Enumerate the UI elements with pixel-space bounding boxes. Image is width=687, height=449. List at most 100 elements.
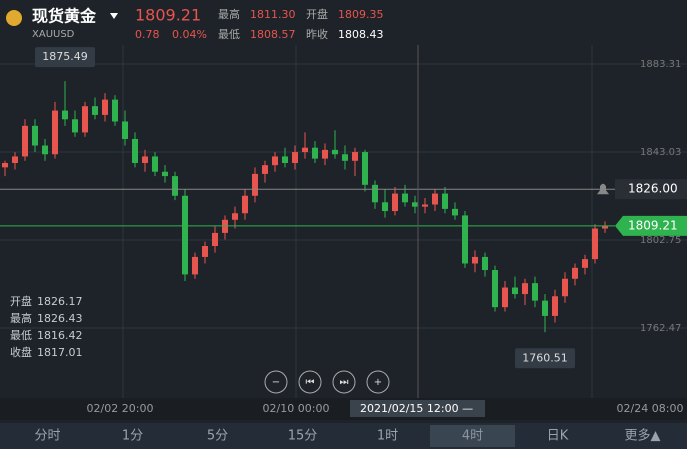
candle-body	[32, 125, 38, 146]
candle-body	[532, 283, 538, 301]
control-button[interactable]	[332, 370, 356, 394]
candle-body	[22, 125, 28, 157]
candle-body	[442, 193, 448, 209]
candle-body	[422, 204, 428, 207]
stat-label: 开盘	[306, 7, 328, 21]
candle-body	[92, 106, 98, 115]
tab[interactable]: 分时	[34, 429, 60, 444]
crosshair-time: 2021/02/15 12:00 —	[360, 402, 473, 415]
candle-body	[472, 256, 478, 264]
candle-body	[602, 225, 608, 229]
ohlc-value: 1817.01	[37, 346, 83, 359]
tab[interactable]: 日K	[547, 429, 569, 444]
ohlc-value: 1816.42	[37, 329, 83, 342]
candle-body	[562, 278, 568, 297]
candle-body	[182, 195, 188, 275]
tab-selected[interactable]	[430, 425, 515, 447]
tab[interactable]: 更多▲	[625, 428, 661, 444]
candle-body	[282, 156, 288, 163]
stat-value: 1811.30	[250, 8, 296, 21]
y-tick-label: 1843.03	[640, 147, 681, 158]
candle-body	[62, 110, 68, 120]
candle-body	[12, 156, 18, 163]
candle-body	[2, 162, 8, 168]
candle-body	[42, 145, 48, 155]
tab[interactable]: 4时	[462, 429, 483, 444]
candle-body	[242, 195, 248, 214]
stat-value: 1809.35	[338, 8, 384, 21]
candle-body	[332, 149, 338, 155]
control-button[interactable]	[264, 370, 288, 394]
candle-body	[412, 202, 418, 207]
control-icon[interactable]: −	[272, 377, 280, 388]
y-tick-label: 1883.31	[640, 59, 681, 70]
candle-body	[392, 193, 398, 212]
x-tick-label: 02/10 00:00	[263, 402, 330, 415]
candle-body	[402, 193, 408, 203]
candle-body	[492, 270, 498, 308]
stat-label: 最低	[218, 28, 240, 41]
tab[interactable]: 5分	[207, 429, 228, 444]
x-tick-label: 02/24 08:00	[617, 402, 684, 415]
candle-body	[292, 152, 298, 163]
candle-body	[112, 99, 118, 122]
candle-body	[272, 156, 278, 166]
stat-label: 昨收	[306, 27, 328, 41]
candle-body	[52, 110, 58, 155]
stat-value: 1808.43	[338, 28, 384, 41]
dropdown[interactable]	[110, 13, 118, 19]
ohlc-value: 1826.17	[37, 295, 83, 308]
candle-body	[542, 300, 548, 316]
candle-body	[432, 193, 438, 205]
candle-body	[502, 287, 508, 308]
ohlc-label: 开盘	[10, 294, 32, 308]
candle-body	[72, 119, 78, 133]
tab-bar	[0, 423, 687, 449]
candle-body	[262, 165, 268, 174]
y-tick-label: 1802.75	[640, 235, 681, 246]
extreme-bubble	[35, 47, 95, 68]
extreme-value: 1875.49	[42, 50, 88, 63]
candle-body	[322, 149, 328, 159]
change-pct: 0.04%	[172, 28, 207, 41]
alert-value: 1826.00	[628, 182, 678, 196]
time-axis	[0, 398, 687, 420]
y-tick-label: 1762.47	[640, 323, 681, 334]
bell-icon[interactable]	[597, 183, 609, 195]
candle-body	[302, 147, 308, 153]
candle-body	[212, 232, 218, 247]
candle-body	[582, 259, 588, 268]
ohlc-value: 1826.43	[37, 312, 83, 325]
stat-value: 1808.57	[250, 28, 296, 41]
price: 1809.21	[135, 6, 201, 25]
tab[interactable]: 15分	[288, 429, 318, 444]
candle-body	[342, 154, 348, 161]
candle-body	[572, 267, 578, 279]
crosshair-time-box	[350, 400, 485, 417]
ohlc-label: 最高	[10, 311, 32, 325]
candle-body	[162, 171, 168, 177]
control-button[interactable]	[298, 370, 322, 394]
control-icon[interactable]: ⏭	[340, 377, 349, 388]
extreme-value: 1760.51	[522, 351, 568, 364]
x-tick-label: 02/02 20:00	[87, 402, 154, 415]
candle-body	[202, 246, 208, 257]
candle-body	[462, 215, 468, 264]
control-icon[interactable]: ⏮	[306, 377, 315, 388]
tab[interactable]: 1分	[122, 429, 143, 444]
candle-body	[352, 152, 358, 161]
candle-body	[102, 99, 108, 115]
candle-body	[132, 138, 138, 163]
tab[interactable]: 1时	[377, 429, 398, 444]
alert-tag	[615, 179, 687, 200]
control-button[interactable]	[366, 370, 390, 394]
candle-body	[122, 121, 128, 139]
price-tag	[615, 215, 687, 236]
candle-body	[152, 156, 158, 172]
extreme-bubble	[515, 348, 575, 369]
candle-body	[142, 156, 148, 163]
candle-body	[552, 296, 558, 316]
control-icon[interactable]: +	[374, 377, 382, 388]
candle-body	[232, 213, 238, 220]
candle-body	[452, 208, 458, 216]
